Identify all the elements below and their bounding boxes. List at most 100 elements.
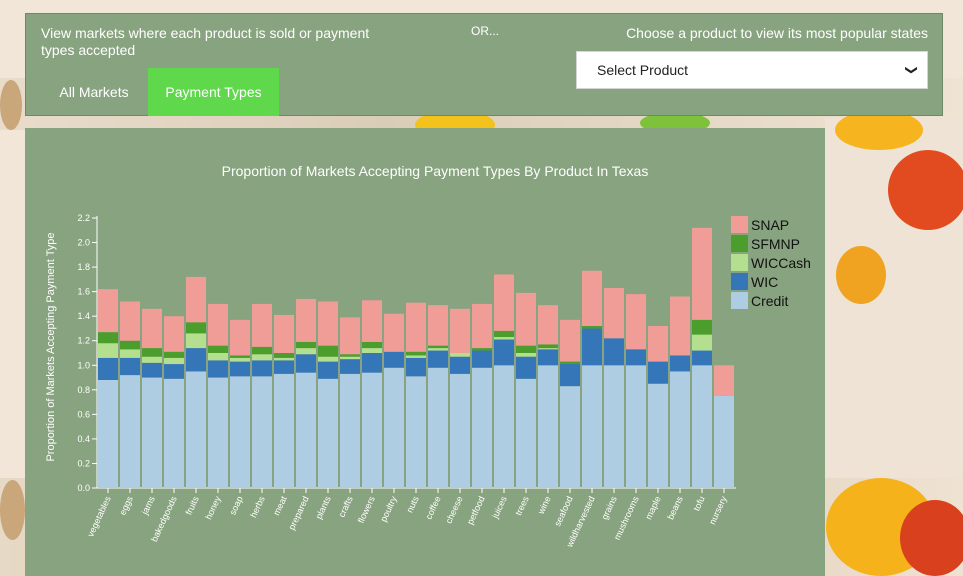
bar-segment-wic-bakedgoods xyxy=(164,364,184,379)
bar-segment-sfmnp-jams xyxy=(142,348,162,357)
bar-segment-snap-bakedgoods xyxy=(164,316,184,352)
bar-segment-credit-plants xyxy=(318,378,338,488)
x-tick-label: herbs xyxy=(248,494,267,519)
bar-segment-sfmnp-trees xyxy=(516,345,536,353)
bar-segment-sfmnp-bakedgoods xyxy=(164,351,184,358)
stacked-bar-chart: Proportion of Markets Accepting Payment … xyxy=(45,163,811,550)
bar-segment-wic-beans xyxy=(670,355,690,372)
bar-segment-wic-tofu xyxy=(692,350,712,366)
orange-decoration xyxy=(835,110,923,150)
bar-segment-snap-nursery xyxy=(714,365,734,396)
legend-label-wiccash: WICCash xyxy=(751,255,811,271)
legend-label-snap: SNAP xyxy=(751,217,789,233)
bar-segment-wiccash-herbs xyxy=(252,354,272,361)
x-tick-label: beans xyxy=(665,494,685,521)
bar-segment-credit-seafood xyxy=(560,386,580,488)
bar-segment-wic-honey xyxy=(208,360,228,378)
bar-segment-credit-wine xyxy=(538,365,558,488)
bar-segment-wic-poultry xyxy=(384,351,404,368)
bar-segment-wiccash-wine xyxy=(538,348,558,350)
bar-segment-sfmnp-eggs xyxy=(120,340,140,350)
ginger-decoration xyxy=(0,80,22,130)
bar-segment-sfmnp-coffee xyxy=(428,345,448,349)
bar-segment-sfmnp-juices xyxy=(494,330,514,338)
tab-all-markets[interactable]: All Markets xyxy=(59,84,129,100)
bar-segment-credit-soap xyxy=(230,376,250,488)
product-select[interactable]: Select Product ❯ xyxy=(576,51,928,89)
control-panel: View markets where each product is sold … xyxy=(25,13,943,116)
chevron-down-icon: ❯ xyxy=(904,64,919,76)
bar-segment-wiccash-prepared xyxy=(296,348,316,355)
x-tick-label: maple xyxy=(643,495,662,521)
bar-segment-sfmnp-nuts xyxy=(406,351,426,356)
chart-title: Proportion of Markets Accepting Payment … xyxy=(222,163,649,179)
bar-segment-credit-cheese xyxy=(450,373,470,488)
bar-segment-credit-fruits xyxy=(186,371,206,488)
x-tick-label: nuts xyxy=(405,494,421,514)
chart-panel: Proportion of Markets Accepting Payment … xyxy=(25,128,825,576)
bar-segment-snap-meat xyxy=(274,314,294,353)
y-tick-label: 2.2 xyxy=(77,213,90,223)
bar-segment-wic-prepared xyxy=(296,354,316,373)
bar-segment-credit-poultry xyxy=(384,367,404,488)
bar-segment-snap-herbs xyxy=(252,303,272,347)
kumquat-decoration xyxy=(836,246,886,304)
bar-segment-wiccash-crafts xyxy=(340,356,360,360)
y-tick-label: 1.4 xyxy=(77,311,90,321)
bar-segment-credit-nursery xyxy=(714,395,734,488)
bar-segment-wiccash-cheese xyxy=(450,353,470,357)
bar-segment-sfmnp-honey xyxy=(208,345,228,353)
bar-segment-wiccash-juices xyxy=(494,337,514,340)
tab-payment-types[interactable]: Payment Types xyxy=(148,68,279,116)
bar-segment-wic-seafood xyxy=(560,364,580,387)
bar-segment-sfmnp-crafts xyxy=(340,354,360,357)
bar-segment-snap-coffee xyxy=(428,305,448,346)
bar-segment-snap-tofu xyxy=(692,227,712,320)
bar-segment-wic-meat xyxy=(274,360,294,374)
bar-segment-credit-trees xyxy=(516,378,536,488)
bar-segment-wic-mushrooms xyxy=(626,349,646,366)
y-tick-label: 2.0 xyxy=(77,238,90,248)
bar-segment-wic-flowers xyxy=(362,353,382,373)
bar-segment-sfmnp-plants xyxy=(318,345,338,357)
bar-segment-snap-poultry xyxy=(384,313,404,352)
bar-segment-wiccash-fruits xyxy=(186,333,206,349)
bar-segment-credit-honey xyxy=(208,377,228,488)
x-tick-label: petfood xyxy=(465,495,487,526)
bar-segment-sfmnp-petfood xyxy=(472,348,492,351)
bar-segment-credit-tofu xyxy=(692,365,712,488)
bar-segment-snap-grains xyxy=(604,287,624,339)
bar-segment-wiccash-tofu xyxy=(692,334,712,351)
bar-segment-snap-wine xyxy=(538,305,558,345)
x-tick-label: seafood xyxy=(552,495,575,528)
bar-segment-sfmnp-wildharvested xyxy=(582,326,602,329)
bar-segment-credit-flowers xyxy=(362,372,382,488)
bar-segment-wic-wildharvested xyxy=(582,328,602,366)
bar-segment-credit-coffee xyxy=(428,367,448,488)
bar-segment-wiccash-eggs xyxy=(120,349,140,358)
bar-segment-sfmnp-flowers xyxy=(362,341,382,349)
bar-segment-credit-bakedgoods xyxy=(164,378,184,488)
bar-segment-snap-plants xyxy=(318,301,338,346)
bar-segment-credit-jams xyxy=(142,377,162,488)
bar-segment-sfmnp-seafood xyxy=(560,361,580,365)
bar-segment-snap-soap xyxy=(230,319,250,356)
bar-segment-snap-cheese xyxy=(450,308,470,353)
x-tick-label: poultry xyxy=(378,494,399,523)
bar-segment-sfmnp-vegetables xyxy=(98,332,118,344)
bar-segment-wic-eggs xyxy=(120,357,140,376)
bar-segment-wic-trees xyxy=(516,356,536,379)
bar-segment-wic-coffee xyxy=(428,350,448,368)
x-tick-label: jams xyxy=(139,494,157,517)
bar-segment-wic-petfood xyxy=(472,350,492,368)
x-tick-label: vegetables xyxy=(85,494,113,538)
bar-segment-credit-crafts xyxy=(340,373,360,488)
bar-segment-snap-juices xyxy=(494,274,514,331)
bar-segment-sfmnp-fruits xyxy=(186,322,206,334)
bar-segment-credit-petfood xyxy=(472,367,492,488)
bar-segment-sfmnp-tofu xyxy=(692,319,712,335)
x-tick-label: honey xyxy=(203,494,223,521)
bar-segment-wiccash-bakedgoods xyxy=(164,357,184,365)
legend-swatch-snap xyxy=(731,216,748,233)
product-select-value: Select Product xyxy=(597,62,689,78)
